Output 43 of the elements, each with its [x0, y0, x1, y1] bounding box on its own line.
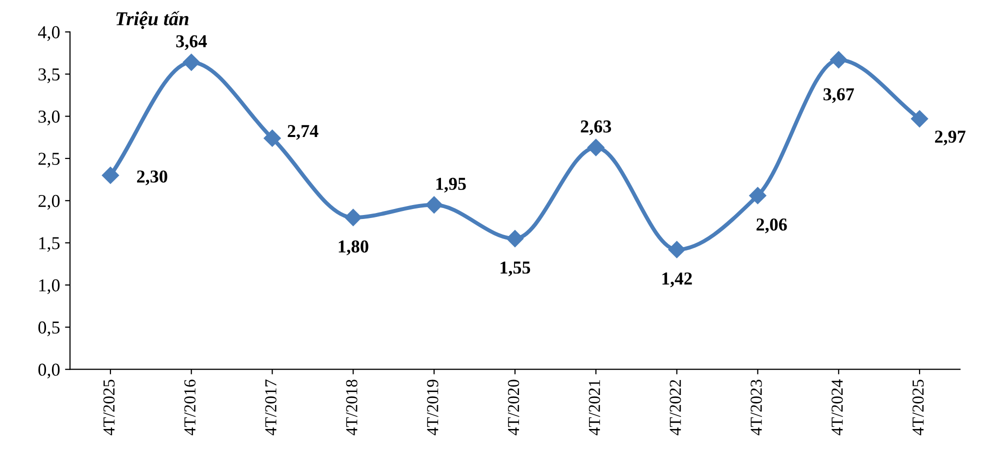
- y-tick-label: 0,0: [38, 364, 60, 378]
- data-label: 2,06: [756, 218, 787, 234]
- x-tick-label: 4T/2022: [670, 380, 681, 436]
- data-label: 2,30: [137, 170, 168, 186]
- y-axis-title: Triệu tấn: [116, 11, 188, 29]
- y-tick-label: 0,5: [38, 321, 60, 336]
- data-label: 3,64: [176, 35, 207, 50]
- x-tick-label: 4T/2020: [508, 380, 520, 436]
- data-label: 1,55: [500, 262, 530, 276]
- point: [264, 130, 281, 147]
- point: [668, 241, 686, 258]
- point: [749, 187, 766, 204]
- x-tick-label: 4T/2019: [427, 380, 438, 436]
- point: [344, 208, 362, 226]
- x-tick-label: 4T/2023: [750, 380, 762, 436]
- y-tick-label: 2,5: [38, 152, 60, 168]
- point: [182, 54, 200, 71]
- point: [830, 51, 848, 68]
- point: [910, 110, 928, 128]
- point: [102, 166, 120, 184]
- x-tick-label: 4T/2025: [912, 380, 924, 436]
- y-tick-label: 2,0: [38, 194, 60, 210]
- data-label: 2,63: [580, 120, 612, 136]
- y-tick-label: 1,5: [39, 237, 60, 252]
- data-label: 1,80: [338, 240, 368, 256]
- y-tick-label: 3,0: [38, 110, 60, 126]
- data-label: 2,74: [288, 125, 318, 140]
- data-label: 1,95: [436, 178, 466, 193]
- x-tick-label: 4T/2017: [265, 380, 276, 436]
- x-tick-label: 4T/2024: [832, 379, 843, 436]
- x-tick-label: 4T/2021: [588, 380, 600, 436]
- x-tick-label: 4T/2016: [184, 380, 196, 436]
- data-label: 2,97: [935, 130, 966, 146]
- point: [426, 196, 443, 214]
- y-tick-label: 1,0: [39, 279, 60, 294]
- x-tick-label: 4T/2025: [103, 380, 115, 436]
- point: [587, 138, 604, 156]
- y-tick-label: 4,0: [38, 26, 60, 41]
- point: [506, 230, 524, 248]
- data-label: 1,42: [662, 272, 692, 288]
- y-tick-label: 3,5: [38, 68, 60, 84]
- x-tick-label: 4T/2018: [346, 380, 358, 436]
- data-label: 3,67: [824, 88, 854, 104]
